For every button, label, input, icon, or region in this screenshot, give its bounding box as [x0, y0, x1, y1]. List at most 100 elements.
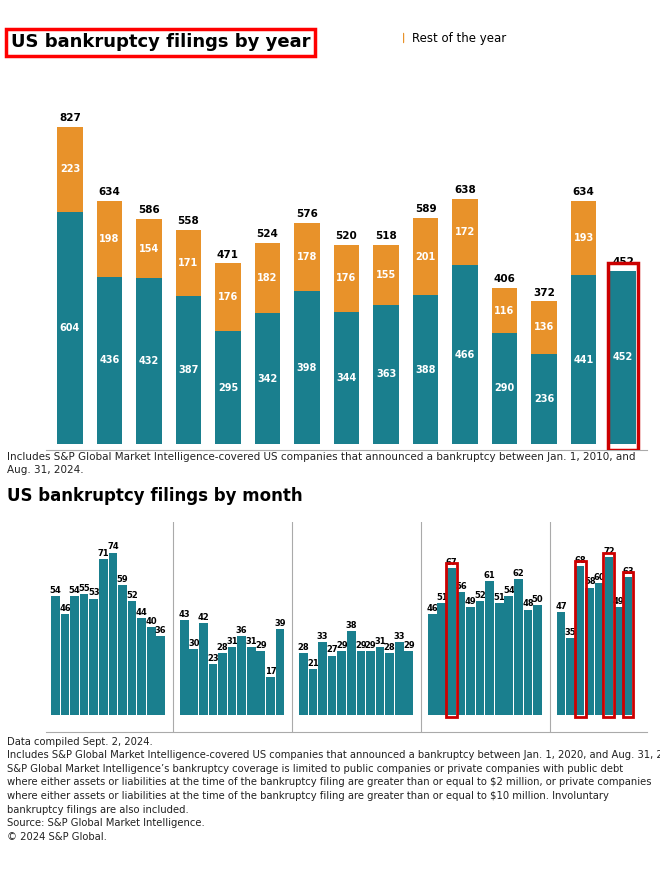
Bar	[238, 636, 246, 715]
Text: 54: 54	[503, 586, 515, 595]
Bar	[385, 653, 394, 715]
Text: 344: 344	[337, 373, 356, 383]
Text: 61: 61	[484, 571, 496, 580]
Bar	[147, 627, 156, 715]
Text: 589: 589	[414, 204, 436, 214]
Text: 62: 62	[513, 568, 524, 578]
Bar	[452, 199, 478, 265]
Text: 638: 638	[454, 185, 476, 196]
Bar	[366, 651, 375, 715]
Bar	[108, 553, 117, 715]
Bar	[136, 219, 162, 278]
Text: 558: 558	[178, 216, 199, 226]
Text: 60: 60	[593, 573, 605, 582]
Bar	[334, 312, 359, 444]
Bar	[294, 223, 320, 291]
Text: 47: 47	[555, 602, 567, 610]
Text: 29: 29	[336, 641, 348, 650]
Bar	[614, 607, 623, 715]
Bar	[571, 201, 597, 275]
Text: 634: 634	[98, 187, 120, 197]
Text: 31: 31	[246, 637, 257, 645]
Bar	[412, 218, 438, 296]
Bar	[575, 561, 585, 717]
Text: 42: 42	[197, 612, 209, 622]
Text: 29: 29	[403, 641, 414, 650]
Text: 35: 35	[565, 628, 576, 637]
Text: 43: 43	[178, 610, 190, 619]
Text: 2024: 2024	[579, 750, 611, 763]
Bar	[373, 246, 399, 305]
Text: 193: 193	[574, 232, 594, 243]
Text: 388: 388	[415, 365, 436, 374]
Text: 827: 827	[59, 113, 81, 123]
Text: 290: 290	[494, 383, 515, 394]
Text: 36: 36	[236, 625, 248, 635]
Text: 2020: 2020	[92, 750, 124, 763]
Bar	[608, 263, 638, 450]
Text: 342: 342	[257, 374, 278, 383]
Bar	[337, 651, 346, 715]
Text: 182: 182	[257, 273, 278, 283]
Text: 136: 136	[534, 323, 554, 332]
Bar	[318, 642, 327, 715]
Text: 634: 634	[573, 187, 595, 197]
Text: 17: 17	[265, 667, 277, 676]
Bar	[70, 596, 79, 715]
Text: 38: 38	[346, 621, 357, 631]
Bar	[504, 596, 513, 715]
Text: 30: 30	[188, 638, 199, 648]
Text: 432: 432	[139, 356, 159, 367]
Text: 36: 36	[155, 625, 166, 635]
Bar	[118, 586, 127, 715]
Text: 21: 21	[307, 659, 319, 667]
Text: 604: 604	[60, 324, 80, 333]
Text: 67: 67	[446, 558, 457, 567]
Bar	[447, 568, 455, 715]
Bar	[533, 605, 542, 715]
Text: 223: 223	[60, 165, 80, 175]
Bar	[96, 277, 122, 444]
Bar	[495, 603, 504, 715]
Bar	[228, 647, 236, 715]
Bar	[603, 553, 614, 717]
Text: 51: 51	[493, 593, 505, 602]
Bar	[176, 296, 201, 444]
Text: 63: 63	[622, 567, 634, 575]
Bar	[215, 331, 241, 444]
Text: 363: 363	[376, 369, 396, 380]
Text: 56: 56	[455, 581, 467, 591]
Bar	[566, 638, 575, 715]
Bar	[585, 588, 594, 715]
Bar	[57, 212, 82, 444]
Text: 74: 74	[107, 542, 119, 552]
Bar	[180, 621, 189, 715]
Text: 40: 40	[145, 617, 157, 626]
Text: 2021: 2021	[216, 750, 248, 763]
Text: 441: 441	[574, 354, 594, 365]
Text: 176: 176	[337, 274, 356, 283]
Bar	[428, 614, 436, 715]
Bar	[61, 614, 69, 715]
Bar	[128, 601, 137, 715]
Bar	[328, 656, 337, 715]
Text: 39: 39	[274, 619, 286, 628]
Bar	[209, 665, 217, 715]
Bar	[452, 265, 478, 444]
Bar	[99, 560, 108, 715]
Text: 52: 52	[126, 590, 138, 600]
Bar	[492, 289, 517, 333]
Text: 29: 29	[255, 641, 267, 650]
Text: 51: 51	[436, 593, 447, 602]
Bar	[556, 612, 565, 715]
Bar	[373, 305, 399, 444]
Text: 406: 406	[494, 275, 515, 284]
Text: 2022: 2022	[341, 750, 372, 763]
Bar	[156, 636, 165, 715]
Bar	[136, 278, 162, 444]
Text: 29: 29	[364, 641, 376, 650]
Text: 387: 387	[178, 365, 199, 374]
Text: 28: 28	[216, 643, 228, 652]
Bar	[299, 653, 308, 715]
Bar	[466, 607, 475, 715]
